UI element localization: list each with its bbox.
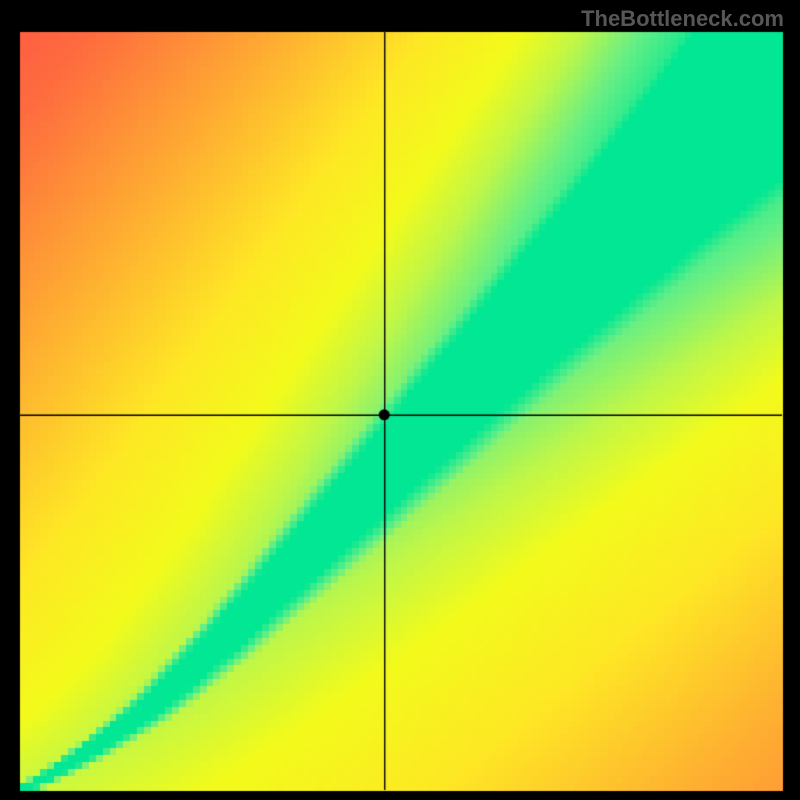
overlay-canvas — [0, 0, 800, 800]
watermark-text: TheBottleneck.com — [581, 6, 784, 32]
chart-container: TheBottleneck.com — [0, 0, 800, 800]
